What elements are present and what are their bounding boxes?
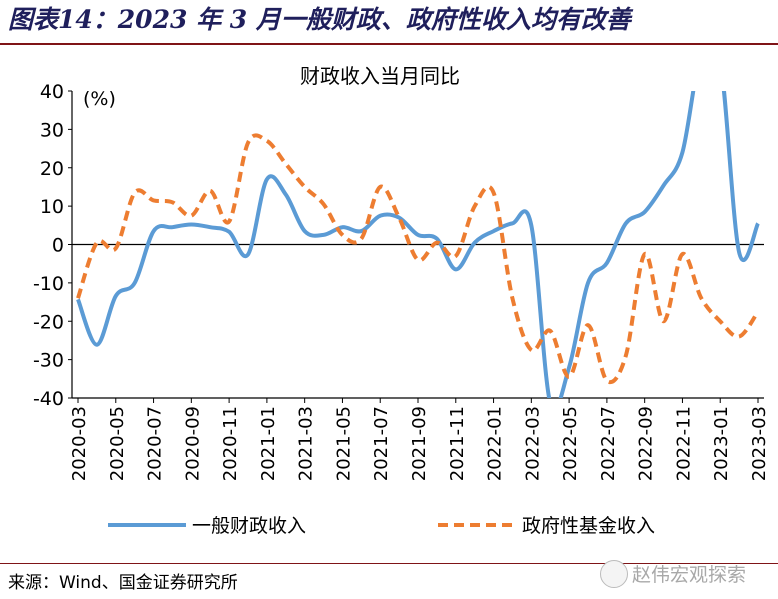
- x-tick-label: 2022-01: [485, 406, 506, 481]
- unit-label: (%): [83, 88, 116, 110]
- y-tick-label: 10: [40, 196, 64, 218]
- wechat-icon: [600, 560, 628, 588]
- x-tick-label: 2022-07: [598, 406, 619, 481]
- x-tick-label: 2021-03: [296, 406, 317, 481]
- legend-label: 政府性基金收入: [522, 515, 655, 537]
- y-tick-label: 0: [52, 235, 64, 257]
- x-tick-label: 2020-05: [107, 406, 128, 481]
- y-tick-label: -40: [33, 388, 64, 410]
- y-tick-label: -20: [33, 311, 64, 333]
- y-tick-label: -30: [33, 350, 64, 372]
- x-tick-label: 2020-03: [69, 406, 90, 481]
- x-tick-label: 2021-11: [447, 406, 468, 481]
- series-line-fund-revenue: [76, 133, 760, 384]
- x-tick-label: 2021-01: [258, 406, 279, 481]
- watermark: 赵伟宏观探索: [632, 564, 747, 586]
- footer-rule: [0, 563, 778, 564]
- x-tick-label: 2021-07: [371, 406, 392, 481]
- title-rule: [0, 43, 778, 45]
- series-line-general-revenue: [76, 91, 760, 398]
- x-tick-label: 2022-05: [560, 406, 581, 481]
- x-tick-label: 2022-09: [636, 406, 657, 481]
- x-tick-label: 2023-01: [711, 406, 732, 481]
- x-tick-label: 2021-05: [333, 406, 354, 481]
- x-tick-label: 2022-03: [522, 406, 543, 481]
- x-tick-label: 2020-11: [220, 406, 241, 481]
- y-tick-label: -10: [33, 273, 64, 295]
- x-tick-label: 2022-11: [673, 406, 694, 481]
- x-tick-label: 2023-03: [749, 406, 770, 481]
- source-note: 来源：Wind、国金证券研究所: [8, 573, 238, 593]
- y-tick-label: 40: [40, 81, 64, 103]
- y-tick-label: 20: [40, 158, 64, 180]
- figure-title: 图表14：2023 年 3 月一般财政、政府性收入均有改善: [8, 5, 631, 34]
- x-tick-label: 2021-09: [409, 406, 430, 481]
- y-tick-label: 30: [40, 119, 64, 141]
- x-tick-label: 2020-09: [182, 406, 203, 481]
- chart-title: 财政收入当月同比: [300, 64, 460, 88]
- line-chart: 财政收入当月同比 (%) 40 30 20 10 0 -10 -20 -30 -40 2020-…: [33, 64, 770, 537]
- x-tick-label: 2020-07: [145, 406, 166, 481]
- legend-label: 一般财政收入: [192, 515, 306, 537]
